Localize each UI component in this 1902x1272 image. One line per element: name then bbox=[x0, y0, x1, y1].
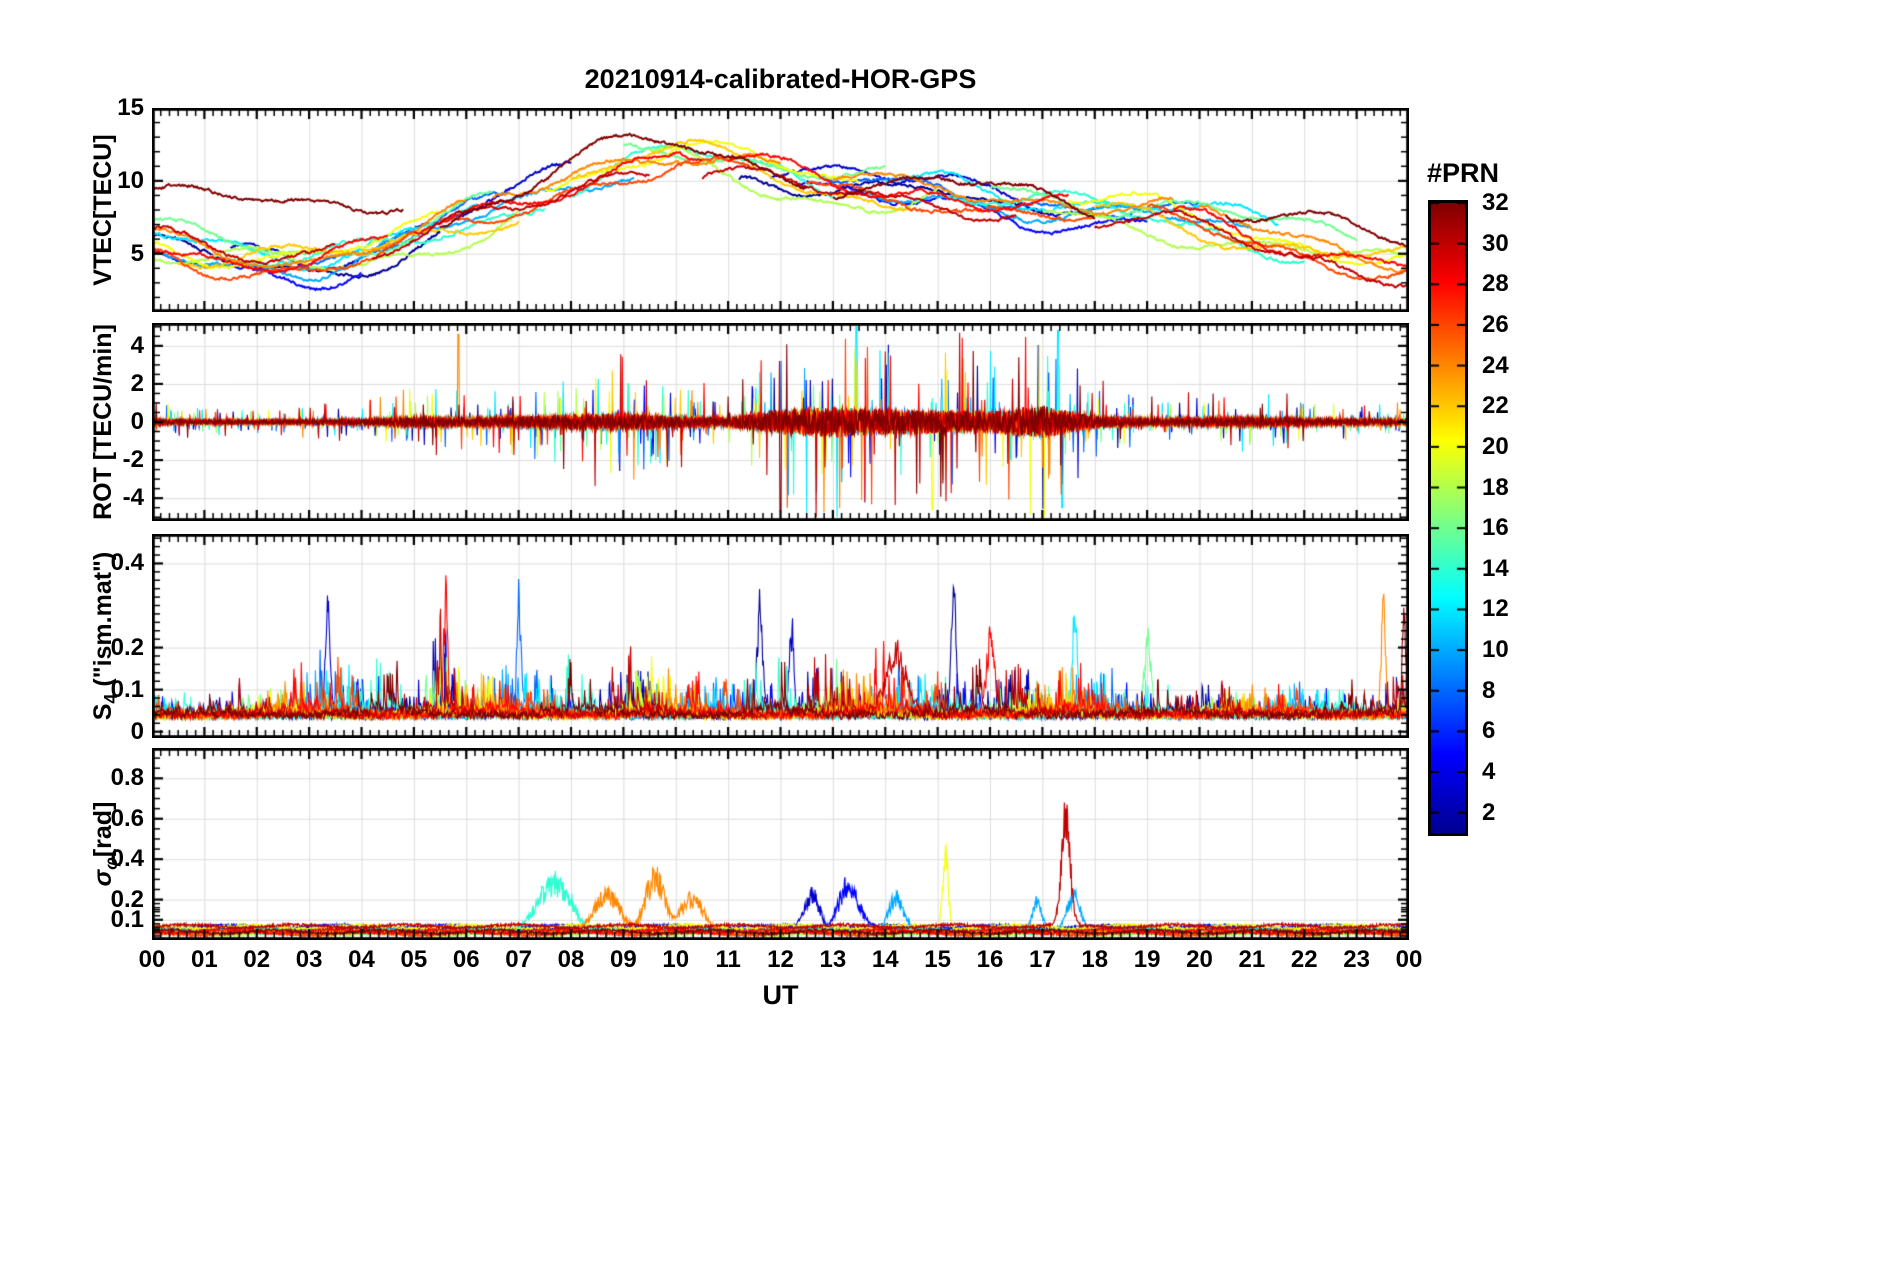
sigma-phi-plot-canvas bbox=[152, 748, 1409, 940]
colorbar-tick-label: 26 bbox=[1482, 310, 1509, 338]
x-tick-label: 04 bbox=[348, 946, 375, 973]
y-tick-label: 5 bbox=[130, 239, 144, 267]
y-tick-label: 0 bbox=[130, 717, 144, 745]
colorbar-tick-label: 24 bbox=[1482, 351, 1509, 379]
colorbar-tick-label: 30 bbox=[1482, 229, 1509, 257]
panel-vtec bbox=[152, 108, 1409, 312]
y-tick-label: -4 bbox=[122, 484, 144, 512]
colorbar-tick-label: 28 bbox=[1482, 270, 1509, 298]
colorbar-tick-label: 8 bbox=[1482, 676, 1496, 704]
x-tick-label: 22 bbox=[1290, 946, 1318, 973]
x-tick-label: 00 bbox=[138, 946, 166, 973]
y-tick-label: 2 bbox=[130, 369, 144, 397]
x-tick-label: 08 bbox=[557, 946, 585, 973]
s4-plot-canvas bbox=[152, 534, 1409, 738]
y-tick-label: 0.2 bbox=[110, 885, 144, 913]
colorbar-tick-label: 6 bbox=[1482, 717, 1496, 745]
x-tick-label: 06 bbox=[452, 946, 480, 973]
colorbar-tick-label: 14 bbox=[1482, 554, 1509, 582]
x-tick-label: 15 bbox=[924, 946, 951, 973]
colorbar-tick-label: 22 bbox=[1482, 392, 1509, 420]
colorbar bbox=[1428, 200, 1468, 836]
x-tick-label: 12 bbox=[767, 946, 794, 973]
colorbar-tick-label: 32 bbox=[1482, 189, 1509, 216]
x-tick-label: 18 bbox=[1081, 946, 1109, 973]
x-tick-label: 23 bbox=[1343, 946, 1370, 973]
y-tick-label: 0.6 bbox=[110, 804, 144, 832]
y-tick-label: -2 bbox=[122, 446, 144, 474]
ylabel-vtec: VTEC[TECU] bbox=[86, 108, 120, 312]
y-tick-label: 0 bbox=[130, 408, 144, 435]
colorbar-tick-label: 4 bbox=[1482, 758, 1496, 786]
panel-rot bbox=[152, 323, 1409, 521]
chart-title: 20210914-calibrated-HOR-GPS bbox=[584, 64, 977, 94]
colorbar-tick-label: 18 bbox=[1482, 473, 1509, 501]
colorbar-canvas bbox=[1431, 203, 1465, 833]
x-tick-label: 13 bbox=[819, 946, 847, 973]
y-tick-label: 0.2 bbox=[110, 633, 144, 661]
vtec-plot-canvas bbox=[152, 108, 1409, 312]
y-tick-label: 0.4 bbox=[110, 549, 144, 577]
y-tick-label: 0.1 bbox=[110, 675, 144, 703]
colorbar-tick-label: 20 bbox=[1482, 432, 1509, 460]
colorbar-title: #PRN bbox=[1426, 158, 1500, 188]
y-tick-label: 0.1 bbox=[110, 905, 144, 933]
y-tick-label: 0.8 bbox=[110, 764, 144, 792]
xlabel: UT bbox=[762, 980, 799, 1010]
colorbar-tick-label: 2 bbox=[1482, 798, 1496, 826]
x-tick-label: 11 bbox=[715, 946, 741, 973]
x-tick-label: 01 bbox=[191, 946, 218, 973]
x-tick-label: 14 bbox=[871, 946, 899, 973]
rot-plot-canvas bbox=[152, 323, 1409, 521]
panel-sigma-phi bbox=[152, 748, 1409, 940]
colorbar-tick-label: 10 bbox=[1482, 636, 1509, 664]
x-tick-label: 03 bbox=[295, 946, 323, 973]
x-tick-label: 07 bbox=[505, 946, 532, 973]
x-tick-label: 10 bbox=[662, 946, 690, 973]
panel-s4 bbox=[152, 534, 1409, 738]
x-tick-label: 21 bbox=[1238, 946, 1266, 973]
x-tick-label: 17 bbox=[1029, 946, 1056, 973]
y-tick-label: 0.4 bbox=[110, 845, 144, 873]
x-tick-label: 19 bbox=[1133, 946, 1161, 973]
x-tick-label: 05 bbox=[400, 946, 428, 973]
x-tick-label: 00 bbox=[1395, 946, 1423, 973]
x-tick-label: 20 bbox=[1186, 946, 1213, 973]
y-tick-label: 10 bbox=[117, 166, 144, 194]
x-tick-label: 02 bbox=[243, 946, 271, 973]
x-tick-label: 09 bbox=[610, 946, 637, 973]
colorbar-tick-label: 16 bbox=[1482, 514, 1509, 542]
x-tick-label: 16 bbox=[976, 946, 1004, 973]
y-tick-label: 15 bbox=[117, 94, 144, 121]
y-tick-label: 4 bbox=[130, 331, 144, 359]
colorbar-tick-label: 12 bbox=[1482, 595, 1509, 623]
